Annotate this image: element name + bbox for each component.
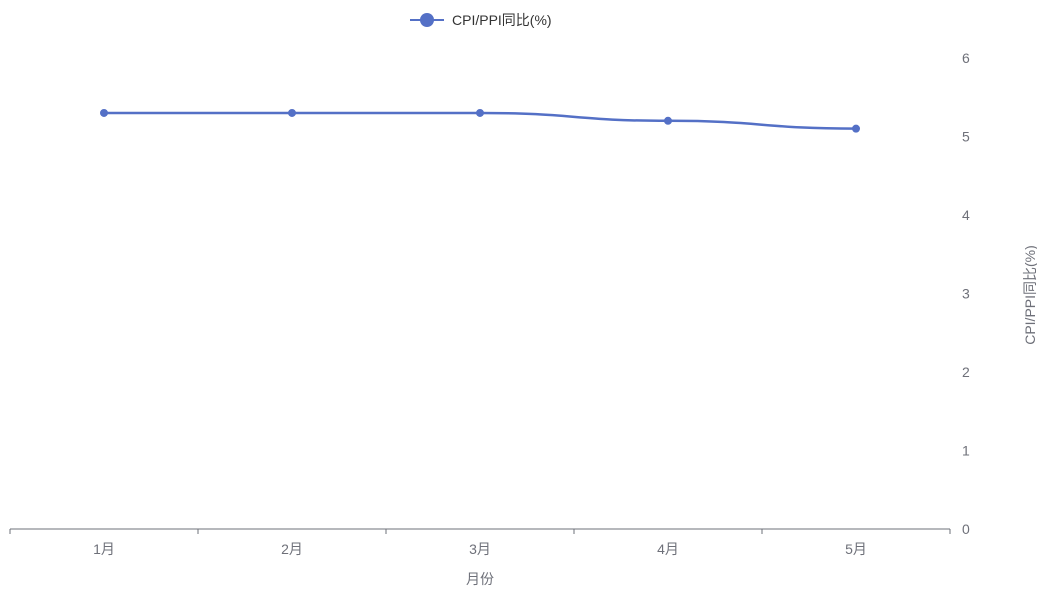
x-axis: 1月 2月 3月 4月 5月 [9,528,951,557]
y-tick-label: 5 [962,129,970,145]
y-tick-label: 3 [962,286,970,302]
x-tick-label: 4月 [657,541,679,557]
y-tick-label: 2 [962,364,970,380]
data-point [288,108,296,117]
y-tick-label: 0 [962,521,970,537]
y-tick-label: 1 [962,443,970,459]
x-tick-label: 3月 [469,541,491,557]
legend[interactable]: CPI/PPI同比(%) [410,12,552,28]
y-axis-title: CPI/PPI同比(%) [1022,245,1037,345]
x-axis-title: 月份 [466,571,494,587]
data-point [100,108,108,117]
legend-entry-label: CPI/PPI同比(%) [452,12,552,28]
series-area [100,108,860,133]
legend-marker-icon [420,13,434,27]
data-point [664,116,672,125]
x-tick-label: 2月 [281,541,303,557]
x-tick-label: 5月 [845,541,867,557]
x-tick-label: 1月 [93,541,115,557]
data-point [476,108,484,117]
y-tick-label: 4 [962,207,970,223]
data-point [852,124,860,133]
y-tick-label: 6 [962,50,970,66]
y-axis: 0 1 2 3 4 5 6 [962,50,970,537]
